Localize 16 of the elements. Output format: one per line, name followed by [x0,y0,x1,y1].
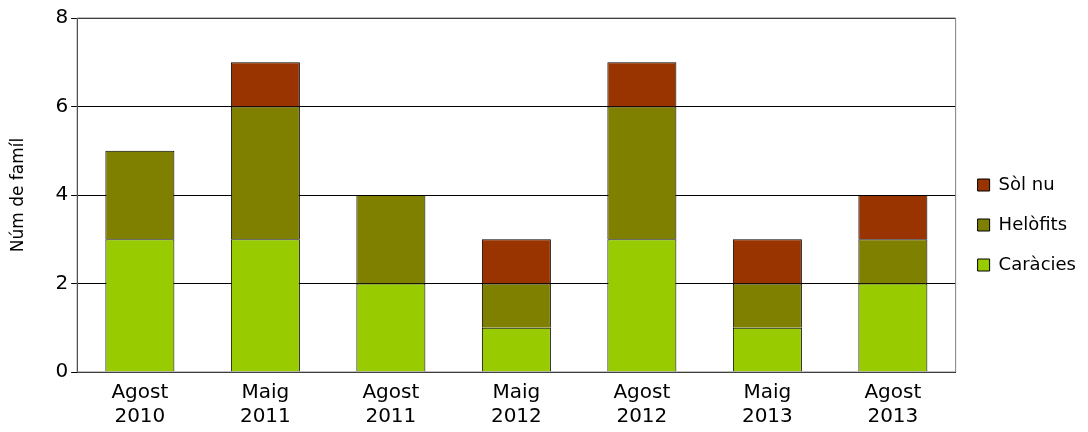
x-tick-label: Agost 2010 [111,379,169,428]
y-tick-label: 4 [55,181,69,206]
x-tick-label: Maig 2013 [741,379,793,428]
x-tick-label: Maig 2012 [490,379,542,428]
y-tick-label: 6 [55,92,69,117]
legend-label: Sòl nu [998,172,1055,194]
legend-label: Caràcies [998,252,1077,274]
x-tick-label: Agost 2011 [362,379,420,428]
y-tick-label: 8 [55,4,69,29]
x-tick-label: Agost 2012 [613,379,671,428]
x-tick-label: Agost 2013 [864,379,922,428]
y-axis-title: Núm de famíl [6,137,27,253]
x-tick-label: Maig 2011 [239,379,291,428]
y-tick-label: 2 [55,269,69,294]
y-tick-label: 0 [55,358,69,383]
legend-label: Helòfits [998,212,1068,234]
